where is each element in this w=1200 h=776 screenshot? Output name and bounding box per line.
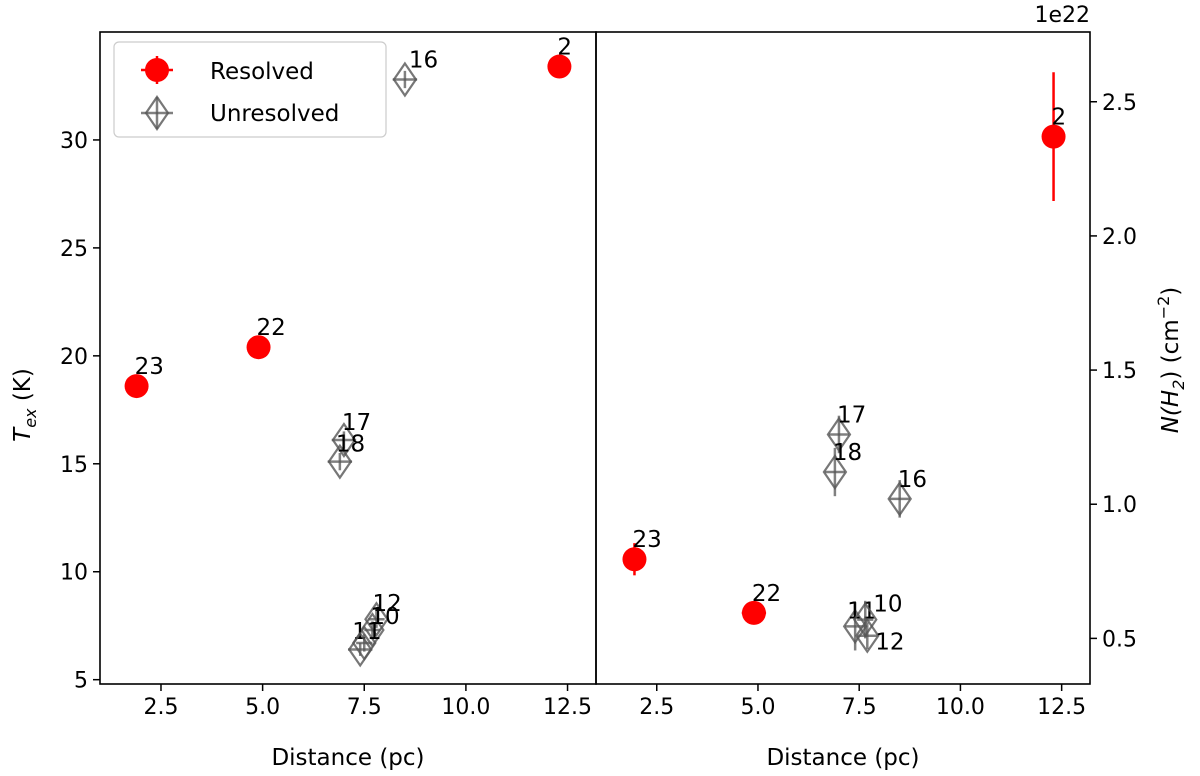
point-label: 12 bbox=[372, 591, 401, 617]
resolved-marker bbox=[1041, 124, 1066, 149]
y-tick-label: 30 bbox=[60, 129, 88, 154]
point-label: 17 bbox=[837, 402, 866, 428]
resolved-marker bbox=[246, 335, 271, 360]
resolved-point-22: 22 bbox=[246, 315, 286, 360]
x-tick-label: 12.5 bbox=[1037, 695, 1086, 720]
point-label: 17 bbox=[342, 410, 371, 436]
resolved-point-2: 2 bbox=[1041, 72, 1067, 202]
unresolved-marker bbox=[331, 422, 357, 458]
right-y-axis-label: N(H2) (cm−2) bbox=[1154, 287, 1188, 434]
unresolved-point-17: 17 bbox=[826, 402, 866, 454]
point-label: 18 bbox=[336, 432, 365, 458]
resolved-marker bbox=[124, 374, 149, 399]
unresolved-marker bbox=[822, 454, 848, 490]
unresolved-point-18: 18 bbox=[822, 440, 862, 497]
point-label: 23 bbox=[135, 354, 164, 380]
x-tick-label: 7.5 bbox=[347, 695, 382, 720]
unresolved-marker bbox=[887, 480, 913, 517]
y-tick-label: 20 bbox=[60, 345, 88, 370]
x-tick-label: 2.5 bbox=[143, 695, 178, 720]
legend-box bbox=[113, 41, 387, 138]
legend-unresolved-marker bbox=[141, 95, 173, 131]
unresolved-point-12: 12 bbox=[854, 617, 905, 656]
right-axis-ticks: 2.5 5.0 7.5 10.0 12.5 0.5 1.0 1.5 2.0 2.5 bbox=[639, 91, 1137, 720]
legend-unresolved-label: Unresolved bbox=[210, 101, 339, 127]
resolved-point-23: 23 bbox=[622, 527, 662, 576]
point-label: 16 bbox=[409, 47, 438, 73]
point-label: 22 bbox=[752, 581, 781, 607]
point-label: 23 bbox=[632, 527, 661, 553]
point-label: 11 bbox=[352, 619, 381, 645]
unresolved-marker bbox=[842, 608, 868, 645]
unresolved-marker bbox=[364, 601, 389, 638]
x-tick-label: 12.5 bbox=[543, 695, 592, 720]
legend-resolved-label: Resolved bbox=[210, 59, 314, 85]
y-tick-label: 5 bbox=[74, 669, 88, 694]
unresolved-point-16: 16 bbox=[392, 47, 438, 98]
unresolved-marker bbox=[144, 95, 170, 131]
y-tick-label: 2.5 bbox=[1102, 91, 1137, 116]
unresolved-point-18: 18 bbox=[327, 432, 365, 480]
y-tick-label: 0.5 bbox=[1102, 627, 1137, 652]
unresolved-marker bbox=[392, 61, 418, 98]
point-label: 10 bbox=[873, 592, 902, 618]
y-tick-label: 15 bbox=[60, 453, 88, 478]
left-x-axis-label: Distance (pc) bbox=[271, 745, 424, 771]
y-tick-label: 25 bbox=[60, 237, 88, 262]
right-x-axis-label: Distance (pc) bbox=[766, 745, 919, 771]
resolved-marker bbox=[547, 54, 572, 79]
x-tick-label: 10.0 bbox=[441, 695, 490, 720]
point-label: 18 bbox=[833, 440, 862, 466]
unresolved-point-16: 16 bbox=[887, 467, 927, 518]
x-tick-label: 10.0 bbox=[936, 695, 985, 720]
left-axis-ticks: 2.5 5.0 7.5 10.0 12.5 5 10 15 20 25 30 bbox=[60, 129, 592, 720]
resolved-point-2: 2 bbox=[547, 35, 572, 79]
y-tick-label: 2.0 bbox=[1102, 225, 1137, 250]
right-axes-frame bbox=[595, 31, 1091, 685]
unresolved-marker bbox=[347, 631, 373, 668]
point-label: 2 bbox=[1052, 105, 1067, 131]
point-label: 12 bbox=[875, 630, 904, 656]
legend-resolved-dot bbox=[145, 58, 169, 82]
resolved-marker bbox=[741, 600, 766, 625]
x-tick-label: 2.5 bbox=[639, 695, 674, 720]
point-label: 16 bbox=[898, 467, 927, 493]
point-label: 2 bbox=[557, 35, 572, 61]
x-tick-label: 7.5 bbox=[842, 695, 877, 720]
point-label: 22 bbox=[257, 315, 286, 341]
unresolved-point-12: 12 bbox=[364, 591, 402, 638]
y-tick-label: 1.5 bbox=[1102, 359, 1137, 384]
right-panel: N(H2) (cm−2) 1e22 Distance (pc) 17181611… bbox=[595, 3, 1188, 771]
right-y-offset-text: 1e22 bbox=[1034, 3, 1090, 28]
x-tick-label: 5.0 bbox=[740, 695, 775, 720]
unresolved-point-unlabeled bbox=[347, 631, 373, 668]
unresolved-marker bbox=[854, 617, 880, 654]
left-panel: Tex (K) Distance (pc) 16171812101123222 … bbox=[10, 31, 597, 771]
resolved-point-22: 22 bbox=[741, 581, 781, 625]
left-y-axis-label: Tex (K) bbox=[10, 368, 40, 442]
y-tick-label: 1.0 bbox=[1102, 493, 1137, 518]
y-tick-label: 10 bbox=[60, 561, 88, 586]
unresolved-marker bbox=[327, 443, 353, 480]
point-label: 10 bbox=[370, 604, 399, 630]
resolved-marker bbox=[622, 547, 647, 572]
legend-resolved-marker bbox=[141, 56, 173, 84]
resolved-point-23: 23 bbox=[124, 354, 164, 399]
unresolved-point-17: 17 bbox=[331, 410, 371, 458]
legend: Resolved Unresolved bbox=[113, 41, 387, 138]
x-tick-label: 5.0 bbox=[245, 695, 280, 720]
unresolved-marker bbox=[826, 416, 852, 453]
